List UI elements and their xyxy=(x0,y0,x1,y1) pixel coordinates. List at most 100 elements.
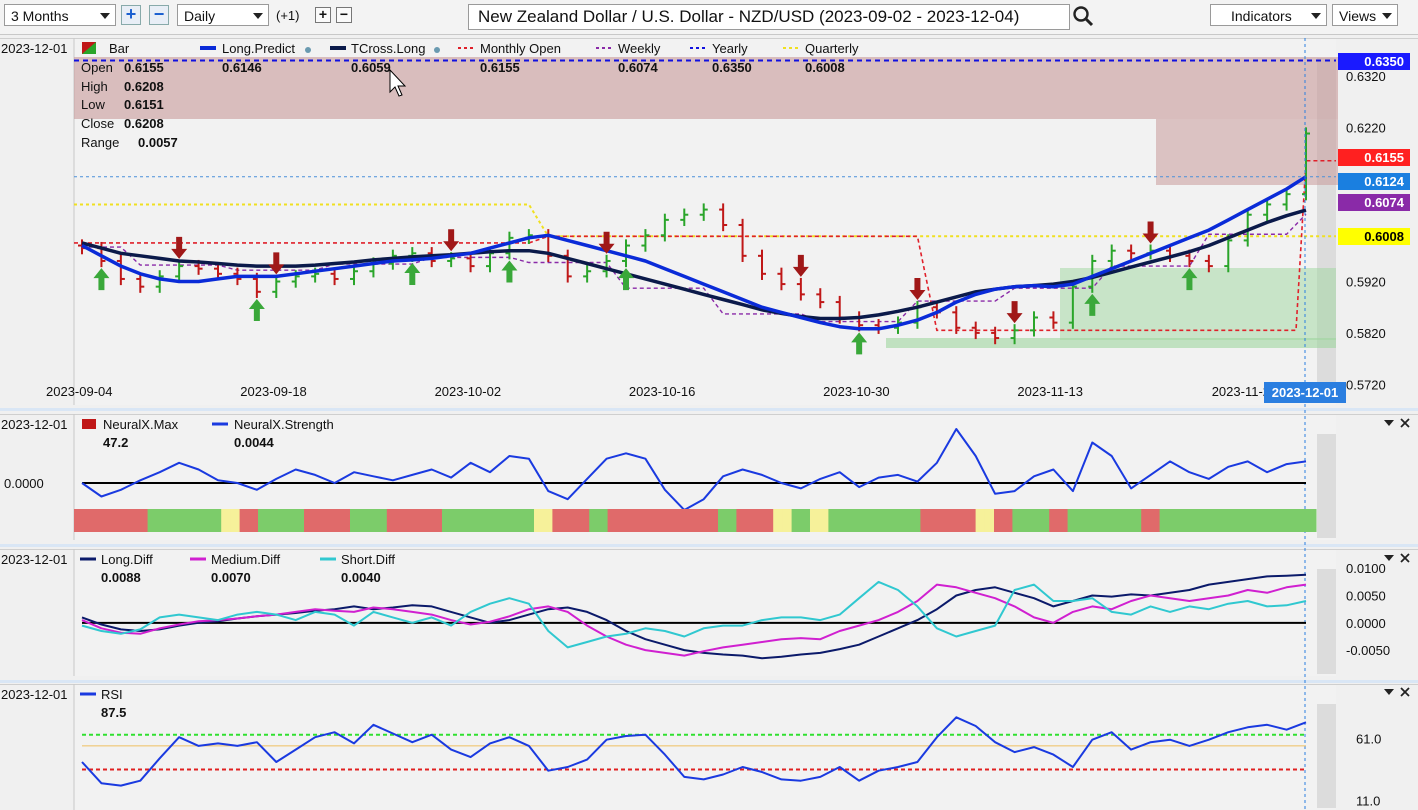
ohlc-low-value: 0.6151 xyxy=(124,97,164,112)
neuralx-signal-cell xyxy=(322,509,333,532)
diff-axis-tick: 0.0100 xyxy=(1346,561,1386,576)
range-select-label: 3 Months xyxy=(11,8,69,24)
neuralx-signal-cell xyxy=(902,509,912,532)
neuralx-signal-cell xyxy=(543,509,553,532)
rsi-axis-tick: 11.0 xyxy=(1356,794,1380,809)
legend-rsi[interactable]: RSI xyxy=(101,687,123,702)
date-axis-tick: 2023-11-27 xyxy=(1212,384,1278,399)
neuralx-signal-cell xyxy=(745,509,756,532)
legend-short-diff[interactable]: Short.Diff xyxy=(341,552,395,567)
neuralx-signal-cell xyxy=(1306,509,1317,532)
neuralx-signal-cell xyxy=(948,509,958,532)
legend-settings-dot-icon xyxy=(434,47,440,53)
neuralx-signal-cell xyxy=(662,509,673,532)
ohlc-high-value: 0.6208 xyxy=(124,79,164,94)
sell-arrow-icon xyxy=(443,229,460,252)
neuralx-signal-cell xyxy=(1095,509,1105,532)
neuralx-signal-cell xyxy=(773,509,783,532)
neuralx-signal-cell xyxy=(497,509,507,532)
legend-quarterly[interactable]: Quarterly xyxy=(805,41,859,56)
neuralx-signal-cell xyxy=(138,509,149,532)
offset-minus-button[interactable]: − xyxy=(336,7,352,23)
ohlc-range-label: Range xyxy=(81,135,120,150)
neuralx-signal-cell xyxy=(1214,509,1225,532)
legend-neuralx-strength[interactable]: NeuralX.Strength xyxy=(234,417,334,432)
neuralx-signal-cell xyxy=(607,509,618,532)
legend-tcross-long[interactable]: TCross.Long xyxy=(351,41,426,56)
neuralx-signal-cell xyxy=(221,509,231,532)
offset-plus-button[interactable]: + xyxy=(315,7,331,23)
instrument-title[interactable]: New Zealand Dollar / U.S. Dollar - NZD/U… xyxy=(468,4,1070,30)
legend-neuralx-max[interactable]: NeuralX.Max xyxy=(103,417,179,432)
panel-menu-chevron-icon xyxy=(1384,420,1394,426)
legend-settings-dot-icon xyxy=(305,47,311,53)
neuralx-signal-cell xyxy=(626,509,636,532)
neuralx-signal-cell xyxy=(570,509,581,532)
neuralx-signal-cell xyxy=(846,509,857,532)
neuralx-signal-cell xyxy=(267,509,277,532)
interval-select[interactable]: Daily xyxy=(177,4,269,26)
legend-monthly-open[interactable]: Monthly Open xyxy=(480,41,561,56)
neuralx-signal-cell xyxy=(1187,509,1197,532)
zoom-out-button[interactable]: − xyxy=(149,5,169,25)
neuralx-signal-cell xyxy=(313,509,323,532)
neuralx-signal-cell xyxy=(1279,509,1289,532)
zoom-in-button[interactable]: + xyxy=(121,5,141,25)
neuralx-signal-cell xyxy=(837,509,848,532)
legend-yearly[interactable]: Yearly xyxy=(712,41,748,56)
neuralx-signal-cell xyxy=(810,509,820,532)
rsi-value: 87.5 xyxy=(101,705,127,720)
indicators-label: Indicators xyxy=(1231,8,1292,24)
neuralx-signal-cell xyxy=(432,509,443,532)
panel-menu-chevron-icon xyxy=(1384,689,1394,695)
legend-medium-diff[interactable]: Medium.Diff xyxy=(211,552,281,567)
neuralx-signal-cell xyxy=(1086,509,1096,532)
neuralx-signal-cell xyxy=(340,509,351,532)
neuralx-signal-cell xyxy=(552,509,563,532)
interval-select-label: Daily xyxy=(184,8,216,24)
weekly-level-line xyxy=(82,213,1307,323)
neuralx-signal-cell xyxy=(938,509,949,532)
neuralx-signal-cell xyxy=(1021,509,1032,532)
neuralx-signal-cell xyxy=(368,509,379,532)
neuralx-signal-cell xyxy=(202,509,213,532)
neuralx-signal-cell xyxy=(736,509,747,532)
neuralx-signal-cell xyxy=(193,509,204,532)
price-tag-long-predict: 0.6124 xyxy=(1338,172,1410,190)
right-scroll-strip xyxy=(1317,434,1336,538)
panel-divider xyxy=(0,38,1418,39)
date-axis-tick: 2023-11-13 xyxy=(1017,384,1083,399)
neuralx-signal-cell xyxy=(276,509,287,532)
neuralx-signal-cell xyxy=(405,509,415,532)
range-select[interactable]: 3 Months xyxy=(4,4,116,26)
neuralx-signal-cell xyxy=(451,509,461,532)
legend-weekly[interactable]: Weekly xyxy=(618,41,661,56)
diff-series-line xyxy=(81,583,1307,657)
diff-axis-tick: 0.0050 xyxy=(1346,589,1386,604)
long-diff-value: 0.0088 xyxy=(101,570,141,585)
neuralx-signal-cell xyxy=(635,509,645,532)
neuralx-signal-cell xyxy=(727,509,737,532)
offset-label: (+1) xyxy=(276,8,300,23)
tcross-long-line xyxy=(81,208,1307,321)
panel-separator xyxy=(0,408,1418,411)
neuralx-signal-cell xyxy=(644,509,655,532)
neuralx-signal-cell xyxy=(791,509,802,532)
neuralx-signal-cell xyxy=(984,509,995,532)
chevron-down-icon xyxy=(253,13,263,19)
neuralx-signal-cell xyxy=(754,509,765,532)
price-tag-weekly: 0.6074 xyxy=(1338,194,1410,212)
neuralx-signal-cell xyxy=(883,509,894,532)
legend-long-predict[interactable]: Long.Predict xyxy=(222,41,295,56)
views-button[interactable]: Views xyxy=(1332,4,1398,26)
neuralx-strength-value: 0.0044 xyxy=(234,435,274,450)
neuralx-signal-cell xyxy=(1196,509,1207,532)
neuralx-signal-cell xyxy=(1178,509,1188,532)
neuralx-signal-cell xyxy=(1049,509,1059,532)
date-axis-tick: 2023-09-18 xyxy=(240,384,306,399)
price-axis-tick: 0.5720 xyxy=(1346,377,1386,392)
neuralx-signal-cell xyxy=(1251,509,1262,532)
indicators-button[interactable]: Indicators xyxy=(1210,4,1327,26)
legend-long-diff[interactable]: Long.Diff xyxy=(101,552,153,567)
